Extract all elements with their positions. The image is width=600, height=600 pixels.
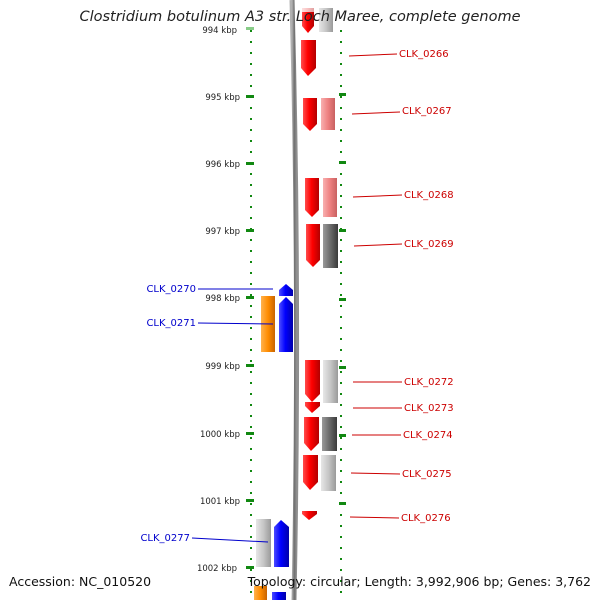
gene-label[interactable]: CLK_0266 — [399, 49, 449, 60]
ruler-label: 995 kbp — [205, 93, 240, 103]
gene-label[interactable]: CLK_0273 — [404, 403, 454, 414]
gene-arrow[interactable] — [305, 402, 320, 413]
ruler-label: 1002 kbp — [197, 564, 237, 574]
gene-label[interactable]: CLK_0277 — [140, 533, 190, 544]
gene-label[interactable]: CLK_0276 — [401, 513, 451, 524]
right-labels: CLK_0266 CLK_0267 CLK_0268 CLK_0269 CLK_… — [348, 49, 454, 524]
ruler-label: 998 kbp — [205, 294, 240, 304]
ruler-tick — [246, 95, 254, 98]
gene-conservation — [321, 98, 335, 130]
gene-shadow — [319, 8, 333, 32]
reverse-genes — [301, 8, 338, 520]
gene-arrow[interactable] — [279, 284, 293, 296]
gene-conservation — [323, 178, 337, 217]
gene-conservation — [256, 519, 271, 567]
gene-label[interactable]: CLK_0267 — [402, 106, 452, 117]
gene-conservation — [322, 417, 337, 451]
gene-conservation — [323, 360, 338, 403]
ruler-tick — [246, 499, 254, 502]
accession-text: Accession: NC_010520 — [9, 574, 152, 589]
gene-arrow[interactable] — [304, 417, 319, 451]
forward-genes — [254, 284, 293, 600]
orange-feature — [254, 586, 267, 600]
gene-shadow — [302, 8, 314, 12]
gene-label[interactable]: CLK_0271 — [146, 318, 196, 329]
gene-arrow[interactable] — [279, 297, 293, 352]
gene-arrow[interactable] — [302, 8, 314, 33]
genome-backbone — [289, 0, 300, 600]
ruler-label: 996 kbp — [205, 160, 240, 170]
ruler-label: 997 kbp — [205, 227, 240, 237]
gene-arrow[interactable] — [301, 40, 316, 76]
ruler-tick — [246, 566, 254, 569]
gene-arrow[interactable] — [305, 178, 319, 217]
ruler-tick — [246, 296, 254, 299]
ruler-tick — [246, 27, 254, 30]
ruler: 994 kbp 995 kbp 996 kbp 997 kbp 998 kbp … — [197, 26, 254, 574]
topology-text: Topology: circular; Length: 3,992,906 bp… — [247, 574, 591, 589]
gene-conservation — [272, 592, 286, 600]
gene-label[interactable]: CLK_0270 — [146, 284, 196, 295]
gene-arrow[interactable] — [302, 511, 317, 520]
gene-arrow[interactable] — [305, 360, 320, 402]
ruler-tick — [246, 162, 254, 165]
gene-label[interactable]: CLK_0274 — [403, 430, 453, 441]
gene-arrow[interactable] — [303, 455, 318, 490]
left-labels: CLK_0270 CLK_0271 CLK_0277 — [140, 284, 274, 544]
gene-conservation — [323, 224, 338, 268]
gene-arrow[interactable] — [274, 520, 289, 567]
gene-label[interactable]: CLK_0275 — [402, 469, 452, 480]
ruler-label: 999 kbp — [205, 362, 240, 372]
ruler-tick — [246, 229, 254, 232]
gene-label[interactable]: CLK_0268 — [404, 190, 454, 201]
gene-conservation — [321, 455, 336, 491]
ruler-label: 1001 kbp — [200, 497, 240, 507]
gene-label[interactable]: CLK_0269 — [404, 239, 454, 250]
right-ticks — [339, 93, 346, 505]
ruler-tick — [246, 364, 254, 367]
map-title: Clostridium botulinum A3 str. Loch Maree… — [79, 9, 521, 25]
ruler-tick — [246, 432, 254, 435]
gene-label[interactable]: CLK_0272 — [404, 377, 454, 388]
ruler-label: 994 kbp — [202, 26, 237, 36]
gene-arrow[interactable] — [306, 224, 320, 267]
ruler-label: 1000 kbp — [200, 430, 240, 440]
gene-arrow[interactable] — [303, 98, 317, 131]
